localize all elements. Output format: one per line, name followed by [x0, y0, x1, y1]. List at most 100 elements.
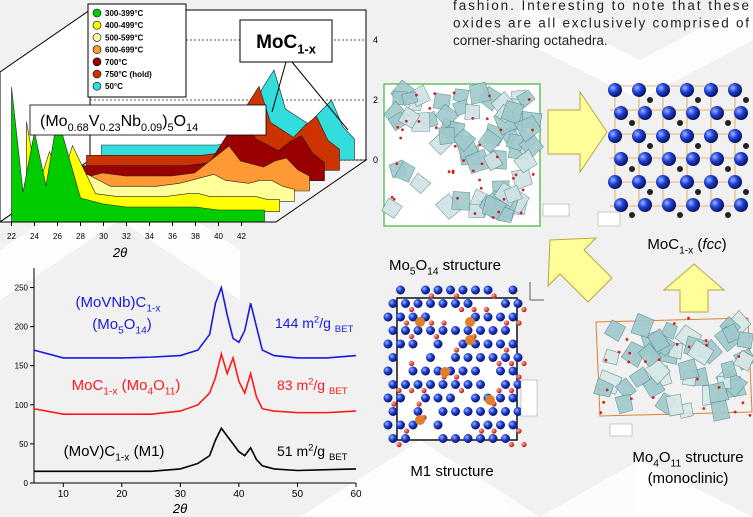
text-part: V: [89, 113, 100, 130]
text-part: 0.68: [68, 122, 89, 134]
atom: [418, 120, 421, 123]
atom: [500, 129, 503, 132]
atom: [656, 129, 670, 143]
y-tick-label: 250: [15, 284, 29, 293]
atom: [489, 434, 498, 443]
atom: [718, 386, 721, 389]
atom: [520, 211, 523, 214]
atom: [608, 129, 622, 143]
text-part: 14: [135, 326, 147, 337]
text-part: M1 structure: [410, 463, 493, 480]
y-tick-label: 150: [15, 362, 29, 371]
atom: [404, 428, 409, 433]
text-part: structure: [439, 257, 502, 274]
atom: [687, 317, 690, 320]
x-tick-label: 38: [191, 232, 200, 241]
atom: [409, 361, 414, 366]
atom: [433, 92, 436, 95]
text-part: 0.23: [99, 122, 120, 134]
slide: 0204022242628303234363840422θ300-399°C40…: [0, 0, 753, 517]
atom: [725, 212, 731, 218]
atom: [614, 152, 628, 166]
key: [610, 424, 632, 436]
atom: [441, 320, 446, 325]
atom: [396, 162, 399, 165]
text-part: ): [147, 316, 152, 333]
atom: [695, 97, 701, 103]
atom: [606, 388, 609, 391]
atom: [656, 83, 670, 97]
legend-label: 500-599°C: [105, 33, 144, 42]
text-part: O: [153, 377, 165, 394]
atom: [501, 299, 510, 308]
y-tick-label: 50: [19, 440, 28, 449]
atom: [728, 129, 742, 143]
atom: [734, 152, 748, 166]
x-tick-label: 24: [30, 232, 39, 241]
atom: [627, 361, 630, 364]
atom: [472, 170, 475, 173]
atom: [644, 360, 647, 363]
atom: [439, 434, 448, 443]
atom: [647, 97, 653, 103]
atom: [464, 407, 473, 416]
atom: [528, 98, 531, 101]
atom: [384, 421, 393, 430]
text-part: 144 m: [275, 315, 314, 331]
atom: [478, 179, 481, 182]
atom: [686, 106, 700, 120]
page: 0204022242628303234363840422θ300-399°C40…: [0, 0, 753, 517]
atom: [414, 299, 423, 308]
atom: [389, 434, 398, 443]
atom: [632, 129, 646, 143]
atom: [451, 353, 460, 362]
x-tick-label: 32: [122, 232, 131, 241]
atom: [704, 175, 718, 189]
atom: [509, 421, 518, 430]
atom: [749, 414, 752, 417]
atom: [434, 394, 443, 403]
text-part: 11: [671, 459, 682, 470]
atom: [710, 106, 724, 120]
atom: [478, 144, 481, 147]
atom: [501, 407, 510, 416]
atom: [389, 299, 398, 308]
atom: [396, 421, 405, 430]
legend-label: 600-699°C: [105, 46, 144, 55]
center: [415, 317, 425, 327]
atom: [734, 106, 748, 120]
atom: [414, 326, 423, 335]
x-tick-label: 36: [168, 232, 177, 241]
atom: [451, 299, 460, 308]
atom: [389, 353, 398, 362]
atom: [474, 212, 477, 215]
atom: [725, 120, 731, 126]
atom: [516, 374, 521, 379]
atom: [396, 286, 405, 295]
atom: [439, 407, 448, 416]
atom: [743, 189, 749, 195]
atom: [484, 307, 489, 312]
x-tick-label: 40: [233, 489, 245, 500]
atom: [705, 344, 708, 347]
atom: [521, 361, 526, 366]
y-tick-label: 100: [15, 401, 29, 410]
x-tick-label: 42: [237, 232, 246, 241]
center: [465, 335, 475, 345]
legend-label: 700°C: [105, 58, 128, 67]
atom: [451, 407, 460, 416]
atom: [452, 170, 455, 173]
atom: [454, 293, 459, 298]
atom: [459, 367, 468, 376]
legend-swatch: [93, 21, 101, 29]
text-part: O: [124, 316, 136, 333]
atom: [484, 313, 493, 322]
atom: [497, 211, 500, 214]
atom: [509, 286, 518, 295]
atom: [434, 340, 443, 349]
atom: [509, 442, 514, 447]
atom: [496, 156, 499, 159]
text-part: /g: [319, 315, 335, 331]
x-tick-label: 28: [76, 232, 85, 241]
x-tick-label: 50: [292, 489, 304, 500]
